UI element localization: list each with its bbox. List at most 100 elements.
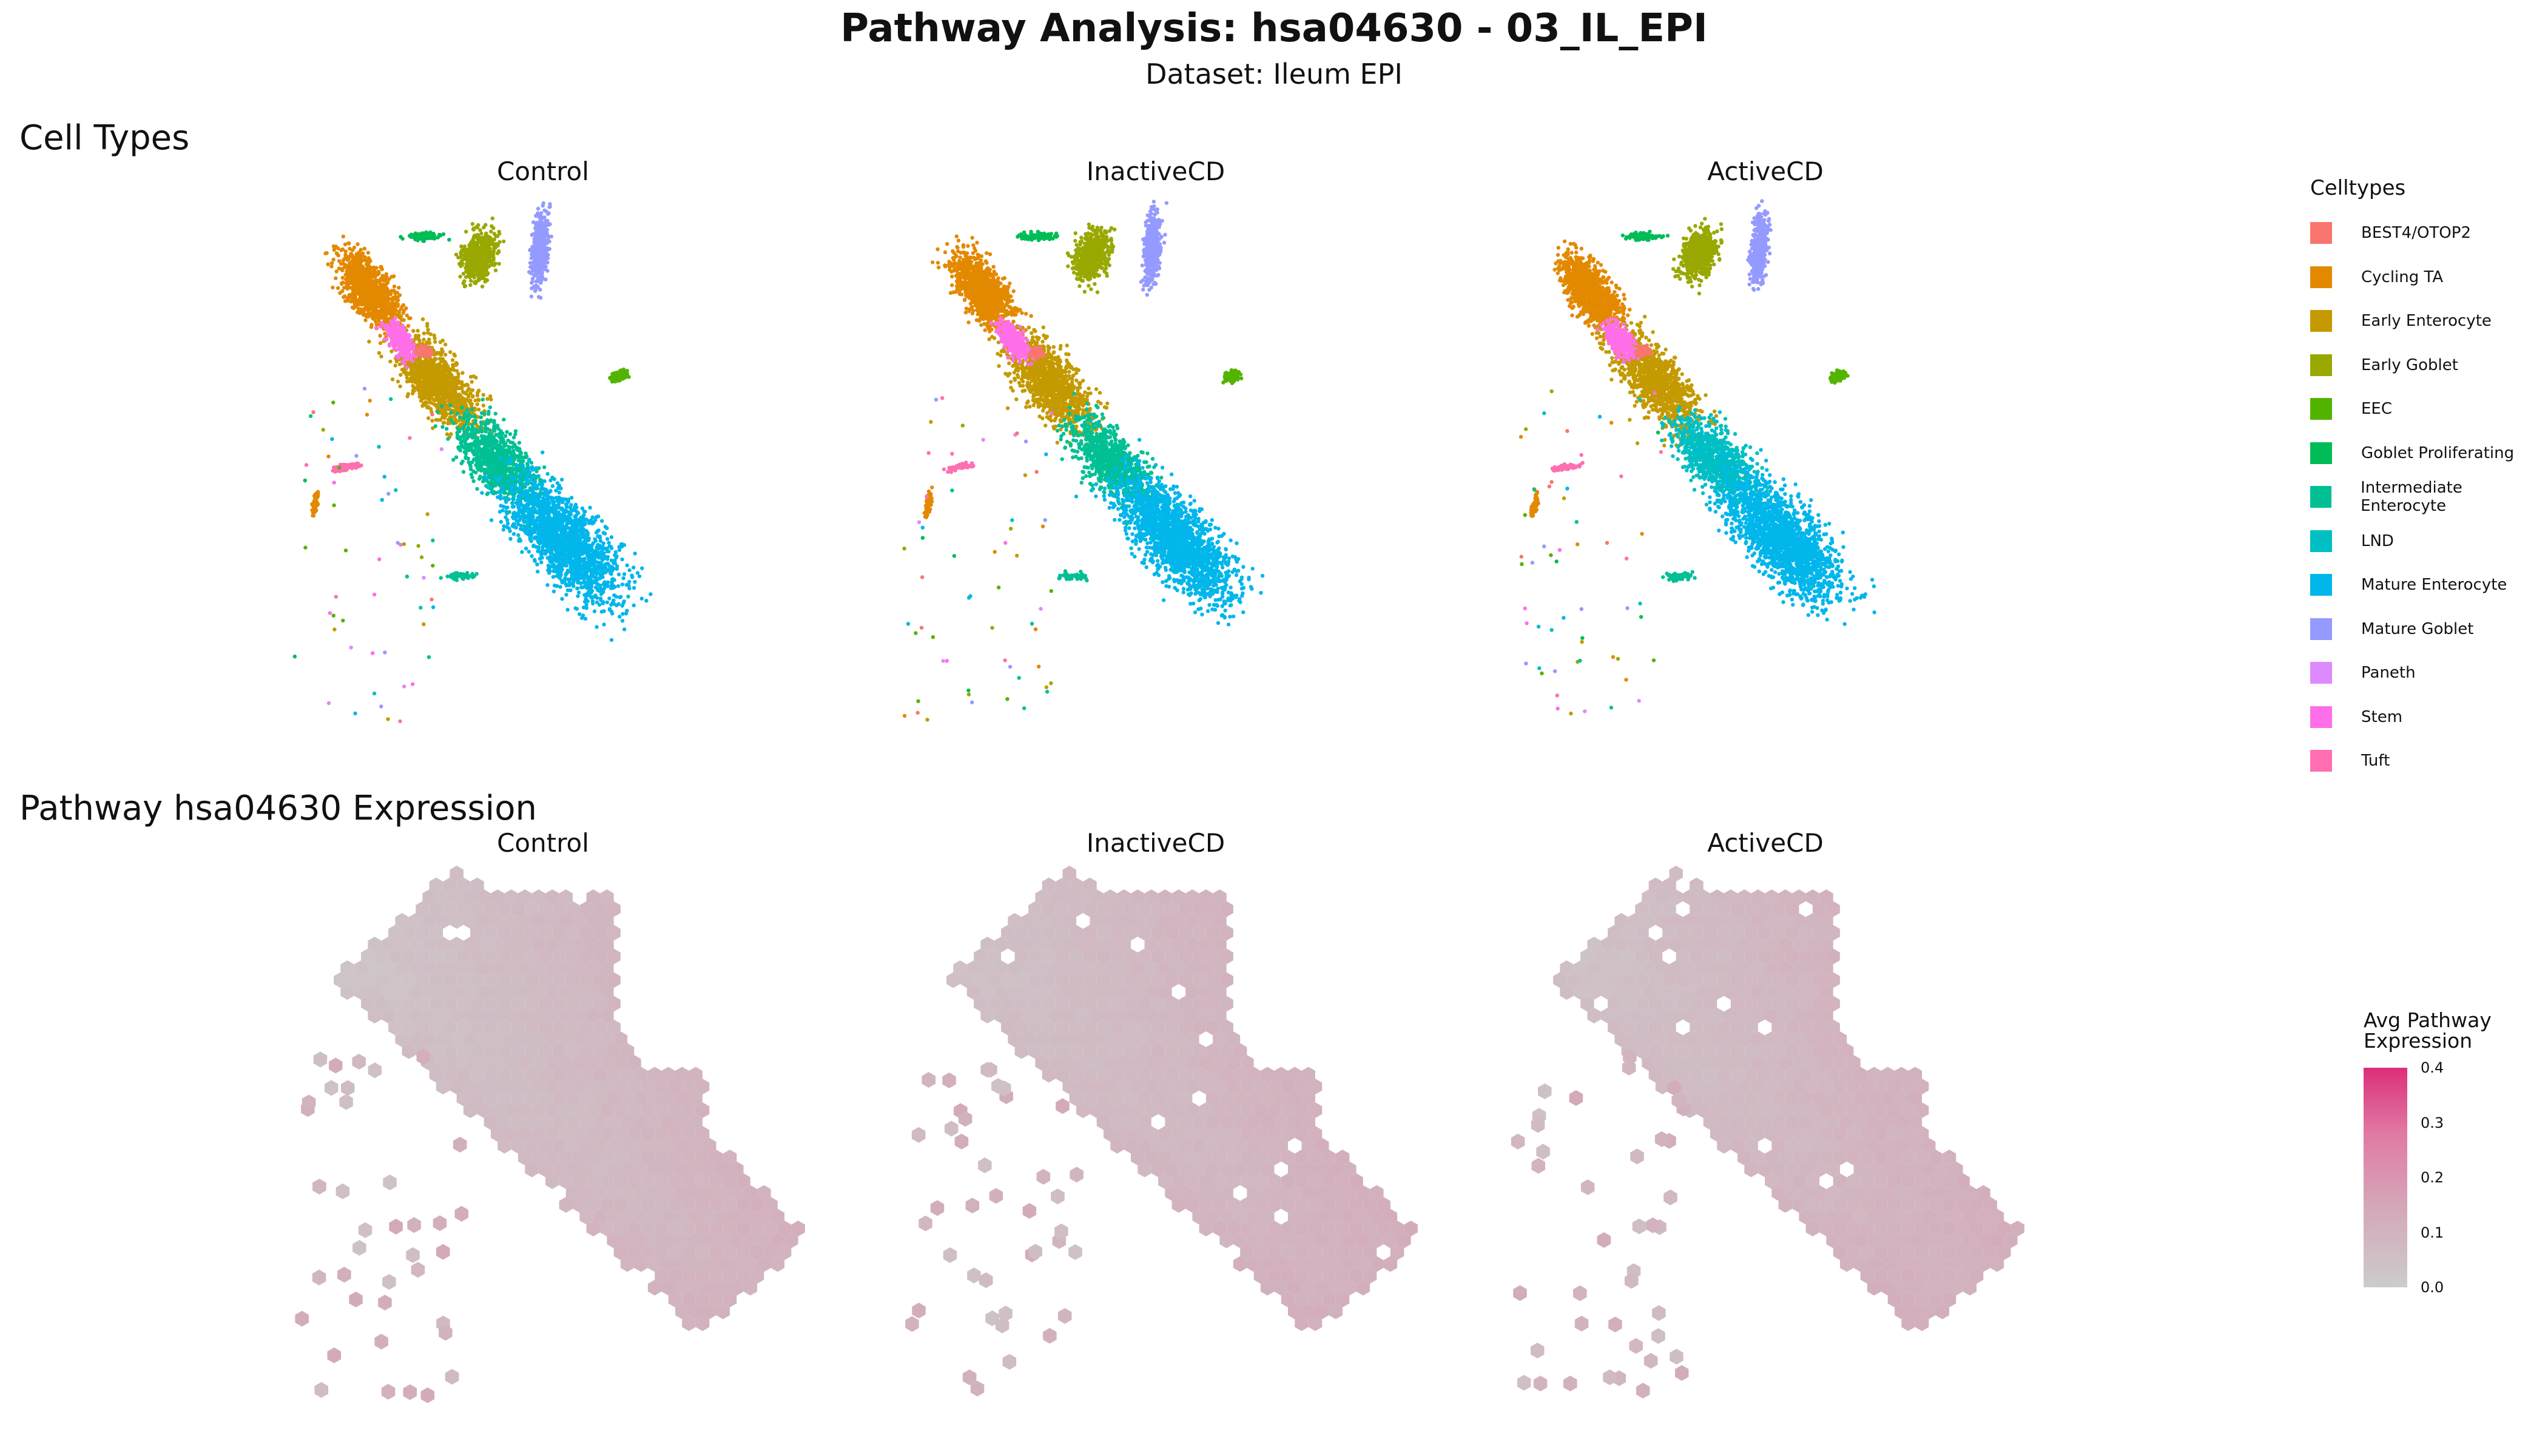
umap-point — [475, 402, 479, 406]
umap-point — [341, 258, 345, 263]
umap-point — [437, 400, 442, 405]
umap-point — [366, 305, 370, 309]
umap-point — [338, 291, 342, 295]
umap-point — [456, 372, 460, 376]
umap-point — [589, 518, 593, 522]
umap-point — [416, 329, 420, 333]
umap-point — [431, 372, 435, 377]
umap-point — [595, 600, 599, 604]
umap-point — [605, 600, 610, 605]
umap-point — [396, 295, 400, 299]
umap-point — [363, 284, 367, 288]
umap-point — [493, 426, 497, 430]
umap-point — [393, 291, 397, 295]
umap-point — [518, 500, 523, 504]
umap-point — [361, 294, 365, 299]
umap-point — [547, 500, 551, 505]
umap-point — [560, 597, 564, 601]
umap-point — [452, 386, 456, 390]
umap-point — [361, 279, 366, 284]
umap-point — [581, 613, 585, 618]
umap-point — [444, 362, 449, 367]
umap-point — [475, 460, 479, 465]
umap-point — [467, 394, 471, 399]
umap-point — [417, 368, 421, 373]
umap-point — [511, 532, 516, 536]
umap-point — [504, 515, 508, 519]
umap-point — [376, 285, 381, 290]
umap-point — [558, 554, 562, 559]
umap-point — [575, 586, 579, 590]
umap-point — [345, 258, 349, 262]
umap-point — [582, 509, 586, 513]
umap-point — [511, 477, 516, 481]
umap-point — [527, 550, 531, 554]
umap-point — [342, 295, 346, 300]
umap-point — [460, 389, 465, 394]
umap-point — [400, 367, 405, 372]
umap-point — [594, 515, 599, 519]
umap-point — [556, 510, 561, 515]
umap-point — [532, 558, 537, 562]
umap-point — [414, 385, 419, 389]
umap-point — [440, 347, 444, 351]
umap-point — [613, 553, 617, 558]
umap-point — [496, 495, 500, 499]
umap-point — [581, 516, 585, 520]
umap-point — [351, 282, 356, 286]
facet-label-inactivecd-top: InactiveCD — [943, 157, 1368, 186]
chart-subtitle: Dataset: Ileum EPI — [0, 58, 2548, 90]
umap-point — [602, 609, 606, 613]
umap-point — [369, 323, 374, 327]
umap-point — [588, 505, 592, 510]
umap-point — [547, 528, 551, 533]
umap-point — [393, 332, 397, 337]
umap-point — [546, 540, 550, 544]
umap-point — [380, 312, 384, 317]
umap-point — [454, 369, 459, 373]
umap-point — [502, 473, 507, 477]
umap-point — [384, 272, 388, 276]
umap-point — [366, 261, 371, 265]
umap-point — [426, 340, 430, 345]
umap-point — [470, 380, 474, 384]
umap-point — [425, 405, 430, 410]
umap-point — [534, 466, 539, 470]
umap-point — [585, 533, 590, 537]
umap-point — [356, 291, 361, 295]
umap-point — [398, 384, 402, 389]
umap-point — [568, 566, 573, 571]
umap-point — [637, 574, 642, 579]
umap-point — [564, 560, 568, 564]
umap-point — [518, 527, 523, 531]
umap-point — [545, 544, 550, 549]
umap-point — [505, 518, 510, 522]
umap-point — [545, 472, 550, 476]
umap-point — [633, 551, 637, 556]
umap-point — [484, 430, 488, 434]
umap-point — [508, 460, 513, 464]
umap-point — [548, 495, 553, 500]
umap-point — [554, 569, 558, 574]
umap-point — [350, 272, 354, 276]
umap-point — [487, 412, 491, 416]
umap-point — [500, 508, 505, 513]
umap-point — [450, 410, 454, 415]
umap-point — [484, 455, 488, 460]
umap-point — [644, 599, 649, 603]
umap-point — [493, 411, 497, 416]
umap-point — [489, 450, 494, 455]
umap-point — [407, 379, 411, 383]
umap-point — [353, 289, 357, 294]
umap-point — [505, 505, 509, 510]
umap-point — [480, 397, 485, 402]
umap-point — [488, 405, 493, 410]
umap-point — [402, 361, 406, 366]
umap-point — [576, 581, 580, 585]
umap-point — [410, 359, 415, 363]
umap-point — [539, 488, 544, 492]
umap-point — [434, 357, 438, 361]
umap-point — [362, 312, 366, 317]
umap-point — [373, 292, 377, 296]
umap-point — [551, 524, 556, 528]
